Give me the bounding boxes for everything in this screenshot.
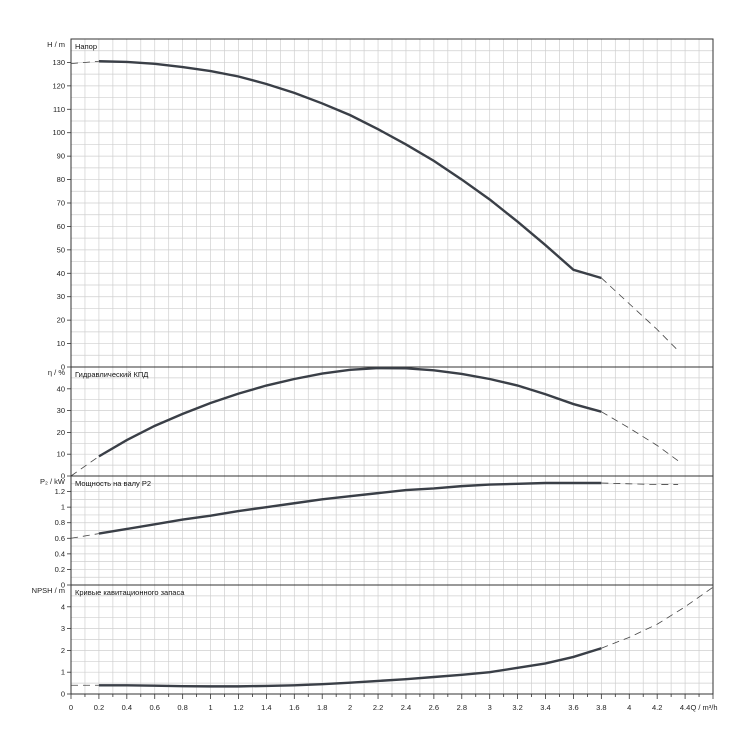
curve-solid xyxy=(98,60,602,280)
x-tick-label: 2.4 xyxy=(401,703,411,712)
y-tick-label: 1 xyxy=(61,668,65,677)
y-tick-label: 110 xyxy=(53,105,65,114)
x-tick-label: 3.2 xyxy=(512,703,522,712)
y-tick-label: 10 xyxy=(57,339,65,348)
y-tick-label: 100 xyxy=(52,128,65,137)
x-tick-label: 0.4 xyxy=(122,703,132,712)
y-tick-label: 20 xyxy=(57,428,65,437)
x-tick-label: 0 xyxy=(69,703,73,712)
y-tick-label: 70 xyxy=(57,199,65,208)
x-tick-label: 1 xyxy=(208,703,212,712)
y-tick-label: 40 xyxy=(57,269,65,278)
y-axis-label: H / m xyxy=(47,40,65,49)
panel-title: Мощность на валу P2 xyxy=(75,479,151,488)
x-tick-label: 1.4 xyxy=(261,703,271,712)
x-tick-label: 2.8 xyxy=(457,703,467,712)
y-tick-label: 0 xyxy=(61,690,65,699)
panel-title: Гидравлический КПД xyxy=(75,370,148,379)
curve-solid xyxy=(98,481,602,535)
curve-dashed xyxy=(70,456,100,477)
y-tick-label: 0.4 xyxy=(55,549,65,558)
y-tick-label: 1 xyxy=(61,503,65,512)
y-tick-label: 130 xyxy=(52,58,65,67)
x-tick-label: 1.6 xyxy=(289,703,299,712)
x-tick-label: 2.6 xyxy=(429,703,439,712)
y-tick-label: 40 xyxy=(57,384,65,393)
curve-dashed xyxy=(601,277,679,351)
curve-solid xyxy=(98,647,602,688)
curve-dashed xyxy=(601,482,679,485)
y-tick-label: 1.2 xyxy=(55,487,65,496)
x-tick-label: 0.2 xyxy=(94,703,104,712)
curve-solid xyxy=(98,366,602,458)
y-axis-label: NPSH / m xyxy=(32,586,65,595)
curve-dashed xyxy=(70,533,99,539)
x-tick-label: 4 xyxy=(627,703,631,712)
x-tick-label: 3 xyxy=(488,703,492,712)
x-tick-label: 3.8 xyxy=(596,703,606,712)
y-tick-label: 0 xyxy=(61,581,65,590)
x-tick-label: 1.8 xyxy=(317,703,327,712)
x-tick-label: 0.8 xyxy=(177,703,187,712)
y-axis-label: P₂ / kW xyxy=(40,477,66,486)
y-tick-label: 60 xyxy=(57,222,65,231)
x-axis-label: Q / m³/h xyxy=(690,703,717,712)
y-tick-label: 10 xyxy=(57,450,65,459)
y-tick-label: 30 xyxy=(57,406,65,415)
y-tick-label: 80 xyxy=(57,175,65,184)
y-tick-label: 0.6 xyxy=(55,534,65,543)
y-tick-label: 2 xyxy=(61,646,65,655)
y-tick-label: 0.2 xyxy=(55,565,65,574)
curve-dashed xyxy=(601,586,714,649)
y-axis-label: η / % xyxy=(48,368,65,377)
x-tick-label: 4.4 xyxy=(680,703,690,712)
y-tick-label: 30 xyxy=(57,292,65,301)
y-tick-label: 0 xyxy=(61,363,65,372)
y-tick-label: 4 xyxy=(61,602,65,611)
x-tick-label: 2 xyxy=(348,703,352,712)
x-tick-label: 3.4 xyxy=(540,703,550,712)
x-tick-label: 0.6 xyxy=(150,703,160,712)
panel-title: Кривые кавитационного запаса xyxy=(75,588,185,597)
x-tick-label: 1.2 xyxy=(233,703,243,712)
panel-title: Напор xyxy=(75,42,97,51)
x-tick-label: 3.6 xyxy=(568,703,578,712)
curve-dashed xyxy=(70,60,99,64)
x-tick-label: 2.2 xyxy=(373,703,383,712)
y-tick-label: 0.8 xyxy=(55,518,65,527)
y-tick-label: 90 xyxy=(57,152,65,161)
y-tick-label: 0 xyxy=(61,472,65,481)
y-tick-label: 50 xyxy=(57,245,65,254)
y-tick-label: 20 xyxy=(57,316,65,325)
x-tick-label: 4.2 xyxy=(652,703,662,712)
y-tick-label: 3 xyxy=(61,624,65,633)
y-tick-label: 120 xyxy=(52,81,65,90)
curve-dashed xyxy=(601,411,679,462)
